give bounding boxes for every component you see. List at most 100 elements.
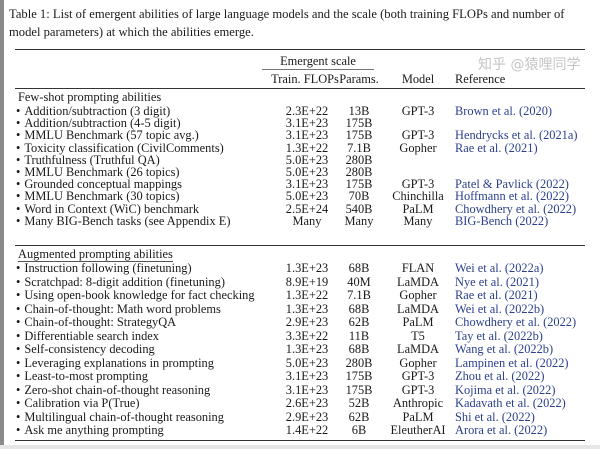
ability-cell: • Multilingual chain-of-thought reasoning bbox=[16, 409, 224, 424]
params-cell: 280B bbox=[345, 165, 373, 179]
flops-cell: 5.0E+23 bbox=[285, 355, 329, 370]
header-params: Params. bbox=[339, 72, 379, 86]
model-cell: PaLM bbox=[402, 315, 434, 329]
ability-name: Self-consistency decoding bbox=[24, 342, 155, 356]
reference-link[interactable]: Wang et al. (2022b) bbox=[455, 342, 554, 356]
model-cell: Gopher bbox=[399, 140, 437, 155]
bullet: • bbox=[16, 301, 21, 316]
flops-cell: 2.9E+23 bbox=[285, 409, 329, 424]
reference-link[interactable]: Arora et al. (2022) bbox=[455, 423, 548, 437]
bullet: • bbox=[16, 116, 21, 131]
bullet: • bbox=[16, 288, 21, 302]
reference-link[interactable]: Wei et al. (2022b) bbox=[455, 301, 545, 316]
ability-name: MMLU Benchmark (30 topics) bbox=[24, 189, 180, 204]
flops-cell: 1.4E+22 bbox=[285, 423, 329, 437]
bullet: • bbox=[16, 423, 21, 437]
model-cell: Chinchilla bbox=[392, 189, 444, 204]
ability-cell: • Leveraging explanations in prompting bbox=[16, 355, 214, 370]
ability-cell: • Word in Context (WiC) benchmark bbox=[16, 201, 199, 216]
ability-name: Differentiable search index bbox=[24, 328, 159, 343]
reference-link[interactable]: Rae et al. (2021) bbox=[455, 140, 538, 155]
ability-name: Multilingual chain-of-thought reasoning bbox=[24, 409, 224, 424]
section-title: Augmented prompting abilities bbox=[18, 247, 173, 262]
params-cell: 175B bbox=[345, 177, 373, 192]
group-underline bbox=[262, 69, 374, 70]
flops-cell: 3.1E+23 bbox=[285, 382, 329, 397]
model-cell: LaMDA bbox=[397, 301, 439, 316]
reference-link[interactable]: Nye et al. (2021) bbox=[455, 274, 539, 289]
reference-link[interactable]: Chowdhery et al. (2022) bbox=[455, 201, 577, 216]
reference-link[interactable]: Kojima et al. (2022) bbox=[455, 382, 556, 397]
top-rule bbox=[15, 49, 585, 51]
ability-cell: • Zero-shot chain-of-thought reasoning bbox=[16, 382, 211, 397]
watermark: 知乎 @猿哩同学 bbox=[478, 57, 581, 73]
ability-cell: • Chain-of-thought: Math word problems bbox=[16, 301, 221, 316]
header-model: Model bbox=[401, 72, 435, 86]
bullet: • bbox=[16, 369, 21, 383]
bullet: • bbox=[16, 201, 21, 216]
reference-link[interactable]: BIG-Bench (2022) bbox=[455, 213, 549, 228]
flops-cell: 1.3E+23 bbox=[285, 342, 329, 356]
params-cell: 62B bbox=[348, 315, 370, 329]
table-row: • Zero-shot chain-of-thought reasoning 3.1… bbox=[15, 382, 585, 397]
params-cell: 68B bbox=[348, 342, 370, 356]
flops-cell: 2.9E+23 bbox=[285, 315, 329, 329]
bullet: • bbox=[16, 396, 21, 410]
params-cell: 7.1B bbox=[347, 140, 371, 155]
bottom-rule bbox=[15, 440, 585, 442]
bullet: • bbox=[16, 140, 21, 155]
flops-cell: 5.0E+23 bbox=[285, 189, 329, 204]
ability-name: Least-to-most prompting bbox=[24, 369, 148, 383]
bullet: • bbox=[16, 274, 21, 289]
table-row: • Ask me anything prompting 1.4E+22 6B Eleut… bbox=[15, 424, 585, 436]
reference-link[interactable]: Shi et al. (2022) bbox=[455, 409, 535, 424]
reference-link[interactable]: Kadavath et al. (2022) bbox=[455, 396, 566, 410]
params-cell: 280B bbox=[345, 355, 373, 370]
ability-name: MMLU Benchmark (57 topic avg.) bbox=[24, 128, 199, 143]
ability-name: Using open-book knowledge for fact check… bbox=[24, 288, 255, 302]
ability-name: Ask me anything prompting bbox=[24, 423, 164, 437]
params-cell: 40M bbox=[347, 274, 371, 289]
ability-name: Leveraging explanations in prompting bbox=[24, 355, 214, 370]
reference-link[interactable]: Tay et al. (2022b) bbox=[455, 328, 543, 343]
flops-cell: 1.3E+23 bbox=[285, 261, 329, 275]
table-row: • Multilingual chain-of-thought reasoning… bbox=[15, 409, 585, 424]
flops-cell: 3.1E+23 bbox=[285, 369, 329, 383]
bullet: • bbox=[16, 382, 21, 397]
reference-link[interactable]: Rae et al. (2021) bbox=[455, 288, 538, 302]
ability-cell: • Grounded conceptual mappings bbox=[16, 178, 182, 190]
params-cell: 68B bbox=[348, 301, 370, 316]
reference-link[interactable]: Hoffmann et al. (2022) bbox=[455, 189, 570, 204]
ability-name: Toxicity classification (CivilComments) bbox=[24, 140, 224, 155]
model-cell: PaLM bbox=[402, 201, 434, 216]
flops-cell: 8.9E+19 bbox=[285, 274, 329, 289]
ability-cell: • Chain-of-thought: StrategyQA bbox=[16, 316, 176, 328]
reference-link[interactable]: Hendrycks et al. (2021a) bbox=[455, 128, 578, 143]
ability-cell: • Addition/subtraction (4-5 digit) bbox=[16, 117, 181, 129]
params-cell: 52B bbox=[348, 396, 370, 410]
ability-name: Zero-shot chain-of-thought reasoning bbox=[24, 382, 211, 397]
ability-name: Truthfulness (Truthful QA) bbox=[24, 152, 160, 167]
reference-link[interactable]: Zhou et al. (2022) bbox=[455, 369, 545, 383]
reference-link[interactable]: Chowdhery et al. (2022) bbox=[455, 315, 577, 329]
flops-cell: 5.0E+23 bbox=[285, 152, 329, 167]
ability-cell: • Ask me anything prompting bbox=[16, 424, 164, 436]
model-cell: FLAN bbox=[401, 261, 435, 275]
header-group: Emergent scale bbox=[280, 54, 356, 68]
reference-link[interactable]: Patel & Pavlick (2022) bbox=[455, 177, 569, 192]
ability-cell: • Addition/subtraction (3 digit) bbox=[16, 105, 170, 117]
table-row: • Addition/subtraction (3 digit) 2.3E+22 13… bbox=[15, 105, 585, 117]
bullet: • bbox=[16, 261, 21, 275]
table-row: • Grounded conceptual mappings 3.1E+23 175B… bbox=[15, 178, 585, 190]
reference-link[interactable]: Brown et al. (2020) bbox=[455, 104, 553, 118]
ability-cell: • Calibration via P(True) bbox=[16, 397, 140, 409]
reference-link[interactable]: Lampinen et al. (2022) bbox=[455, 355, 569, 370]
page-edge-bottom bbox=[0, 445, 600, 449]
ability-name: MMLU Benchmark (26 topics) bbox=[24, 165, 180, 179]
bullet: • bbox=[16, 165, 21, 179]
model-cell: EleutherAI bbox=[390, 423, 446, 437]
table-row: • Many BIG-Bench tasks (see Appendix E) Ma… bbox=[15, 215, 585, 227]
bullet: • bbox=[16, 342, 21, 356]
reference-link[interactable]: Wei et al. (2022a) bbox=[455, 261, 544, 275]
params-cell: 175B bbox=[345, 369, 373, 383]
